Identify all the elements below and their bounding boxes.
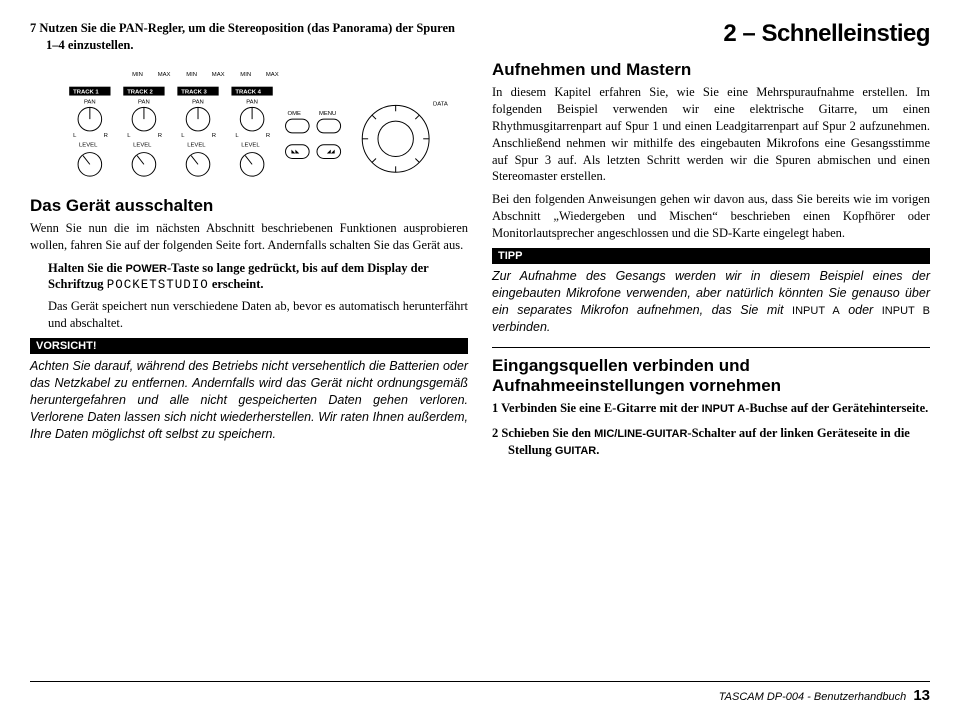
svg-text:TRACK 4: TRACK 4	[235, 89, 261, 95]
svg-text:MIN: MIN	[186, 72, 197, 78]
para-hold-power: Halten Sie die POWER-Taste so lange gedr…	[48, 260, 468, 295]
svg-text:LEVEL: LEVEL	[133, 142, 152, 148]
divider	[492, 347, 930, 348]
para-caution: Achten Sie darauf, während des Betriebs …	[30, 358, 468, 442]
panel-diagram: MIN MAX MIN MAX MIN MAX TRACK 1 TRACK 2 TRA…	[48, 68, 468, 186]
svg-text:R: R	[158, 133, 162, 139]
step-1: 1 Verbinden Sie eine E-Gitarre mit der I…	[492, 400, 930, 417]
svg-text:LEVEL: LEVEL	[79, 142, 98, 148]
svg-text:TRACK 1: TRACK 1	[73, 89, 99, 95]
para-shutdown: Wenn Sie nun die im nächsten Abschnitt b…	[30, 220, 468, 254]
badge-tip: TIPP	[492, 248, 930, 264]
svg-text:R: R	[104, 133, 108, 139]
step-7: 7 Nutzen Sie die PAN-Regler, um die Ster…	[30, 20, 468, 54]
para-save: Das Gerät speichert nun verschiedene Dat…	[48, 298, 468, 332]
svg-text:MENU: MENU	[319, 111, 336, 117]
svg-text:TRACK 2: TRACK 2	[127, 89, 153, 95]
footer-rule	[30, 681, 930, 682]
heading-inputs: Eingangsquellen verbinden und Aufnahmeei…	[492, 356, 930, 396]
svg-text:PAN: PAN	[84, 99, 96, 105]
svg-text:TRACK 3: TRACK 3	[181, 89, 207, 95]
badge-caution: VORSICHT!	[30, 338, 468, 354]
svg-text:MIN: MIN	[132, 72, 143, 78]
svg-text:MAX: MAX	[212, 72, 225, 78]
svg-text:L: L	[73, 133, 77, 139]
svg-text:MAX: MAX	[266, 72, 279, 78]
svg-text:L: L	[235, 133, 239, 139]
step-2: 2 Schieben Sie den MIC/LINE-GUITAR-Schal…	[492, 425, 930, 459]
svg-text:DATA: DATA	[433, 101, 448, 107]
svg-text:R: R	[266, 133, 270, 139]
svg-text:MIN: MIN	[240, 72, 251, 78]
heading-shutdown: Das Gerät ausschalten	[30, 196, 468, 216]
para-record1: In diesem Kapitel erfahren Sie, wie Sie …	[492, 84, 930, 185]
svg-text:PAN: PAN	[192, 99, 204, 105]
svg-text:R: R	[212, 133, 216, 139]
svg-text:LEVEL: LEVEL	[187, 142, 206, 148]
svg-text:PAN: PAN	[138, 99, 150, 105]
svg-text:PAN: PAN	[246, 99, 258, 105]
svg-text:L: L	[127, 133, 131, 139]
para-record2: Bei den folgenden Anweisungen gehen wir …	[492, 191, 930, 242]
svg-text:LEVEL: LEVEL	[241, 142, 260, 148]
svg-text:OME: OME	[288, 111, 301, 117]
page-footer: TASCAM DP-004 - Benutzerhandbuch 13	[719, 687, 930, 704]
para-tip: Zur Aufnahme des Gesangs werden wir in d…	[492, 268, 930, 336]
svg-text:L: L	[181, 133, 185, 139]
svg-text:MAX: MAX	[158, 72, 171, 78]
heading-record: Aufnehmen und Mastern	[492, 60, 930, 80]
chapter-title: 2 – Schnelleinstieg	[492, 20, 930, 48]
